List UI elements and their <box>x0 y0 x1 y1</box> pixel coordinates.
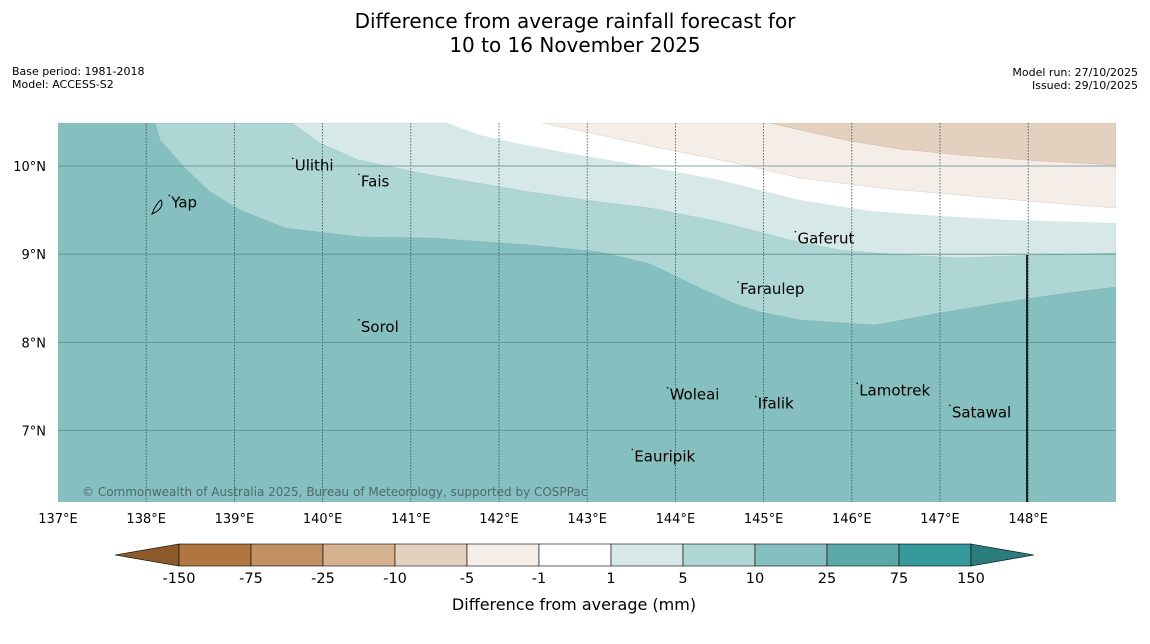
island-marker <box>358 173 360 176</box>
colorbar-low-extend <box>114 543 180 567</box>
colorbar-tick-label: 150 <box>957 571 985 587</box>
colorbar-segment <box>394 543 468 567</box>
island-marker <box>666 386 669 389</box>
place-label-sorol: Sorol <box>361 318 399 336</box>
issued-text: Issued: 29/10/2025 <box>1031 79 1138 92</box>
chart-title: Difference from average rainfall forecas… <box>0 9 1150 57</box>
place-label-ifalik: Ifalik <box>758 395 794 413</box>
colorbar-segment <box>322 543 396 567</box>
colorbar-tick-label: 10 <box>746 571 764 587</box>
lat-tick-label: 10°N <box>13 160 46 175</box>
colorbar-segment <box>250 543 324 567</box>
place-label-woleai: Woleai <box>670 386 720 404</box>
island-marker <box>737 281 739 283</box>
graticule <box>58 123 1116 502</box>
lon-tick-label: 148°E <box>1008 512 1048 527</box>
colorbar-high-extend <box>970 543 1035 567</box>
title-line-1: Difference from average rainfall forecas… <box>354 9 796 33</box>
place-label-yap: Yap <box>170 193 197 211</box>
axis-ticks: 137°E 138°E 139°E 140°E 141°E 142°E 143°E 144°E… <box>13 160 1048 527</box>
colorbar-segment <box>898 543 972 567</box>
colorbar: -150 -75 -25 -10 -5 -1 1 5 10 25 75 150 <box>114 543 1035 587</box>
lon-tick-label: 146°E <box>832 512 872 527</box>
colorbar-segment <box>538 543 612 567</box>
lon-tick-label: 143°E <box>567 512 607 527</box>
lon-tick-label: 142°E <box>479 512 519 527</box>
colorbar-tick-label: -25 <box>311 571 335 587</box>
island-marker <box>754 395 757 398</box>
meta-left: Base period: 1981-2018 Model: ACCESS-S2 <box>12 65 144 91</box>
colorbar-title: Difference from average (mm) <box>452 595 696 614</box>
model-text: Model: ACCESS-S2 <box>12 78 114 91</box>
island-marker <box>291 157 294 160</box>
colorbar-tick-label: 5 <box>678 571 687 587</box>
colorbar-segment <box>682 543 756 567</box>
colorbar-tick-label: -1 <box>532 571 546 587</box>
lat-tick-label: 9°N <box>22 248 47 263</box>
place-label-gaferut: Gaferut <box>797 230 854 248</box>
island-marker <box>168 194 171 197</box>
colorbar-tick-label: -5 <box>460 571 474 587</box>
place-label-satawal: Satawal <box>952 403 1011 421</box>
colorbar-segment <box>826 543 900 567</box>
lon-tick-label: 145°E <box>744 512 784 527</box>
copyright-text: © Commonwealth of Australia 2025, Bureau… <box>82 485 587 499</box>
place-label-fais: Fais <box>361 172 390 190</box>
colorbar-tick-label: 25 <box>818 571 836 587</box>
island-marker <box>631 448 634 451</box>
place-labels: Yap Ulithi Fais Gaferut Faraulep Sorol Woleai I… <box>168 156 1011 465</box>
rainfall-fields: Yap Ulithi Fais Gaferut Faraulep Sorol Woleai I… <box>58 123 1116 502</box>
lon-tick-label: 141°E <box>391 512 431 527</box>
lat-tick-label: 8°N <box>22 336 47 351</box>
place-label-ulithi: Ulithi <box>295 156 334 174</box>
island-marker <box>949 404 951 407</box>
colorbar-segment <box>754 543 828 567</box>
place-label-lamotrek: Lamotrek <box>859 381 930 399</box>
island-marker <box>358 319 360 321</box>
title-line-2: 10 to 16 November 2025 <box>449 33 701 57</box>
lat-tick-label: 7°N <box>22 425 47 440</box>
colorbar-tick-label: 1 <box>606 571 615 587</box>
lon-tick-label: 140°E <box>303 512 343 527</box>
colorbar-segment <box>178 543 252 567</box>
island-marker <box>794 230 797 233</box>
base-period-text: Base period: 1981-2018 <box>12 65 145 78</box>
lon-tick-label: 138°E <box>126 512 166 527</box>
lon-tick-label: 137°E <box>38 512 78 527</box>
colorbar-tick-label: -75 <box>239 571 263 587</box>
lon-tick-label: 147°E <box>920 512 960 527</box>
place-label-faraulep: Faraulep <box>740 280 804 298</box>
colorbar-tick-label: -10 <box>383 571 407 587</box>
meta-right: Model run: 27/10/2025 Issued: 29/10/2025 <box>1012 66 1138 92</box>
model-run-text: Model run: 27/10/2025 <box>1012 66 1138 79</box>
colorbar-tick-label: 75 <box>890 571 908 587</box>
field-minus10-minus5 <box>769 123 1116 166</box>
colorbar-segment <box>466 543 540 567</box>
lon-tick-label: 139°E <box>215 512 255 527</box>
lon-tick-label: 144°E <box>656 512 696 527</box>
colorbar-tick-label: -150 <box>163 571 196 587</box>
colorbar-segment <box>610 543 684 567</box>
island-marker <box>856 382 859 385</box>
yap-island-outline <box>151 199 163 215</box>
place-label-eauripik: Eauripik <box>634 447 695 465</box>
